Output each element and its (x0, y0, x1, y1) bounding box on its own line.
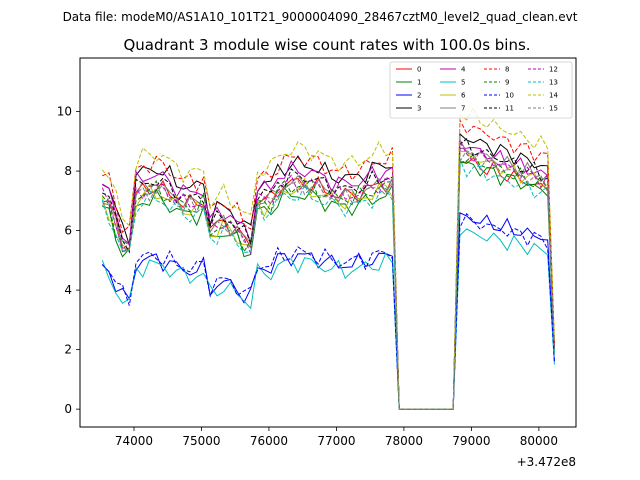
legend-label-11: 11 (505, 105, 514, 113)
legend-label-2: 2 (417, 92, 421, 100)
y-tick-label: 0 (64, 402, 72, 416)
legend-label-1: 1 (417, 79, 421, 87)
y-tick-label: 10 (57, 105, 72, 119)
legend-label-5: 5 (461, 79, 465, 87)
legend-label-3: 3 (417, 105, 421, 113)
series-line-1 (102, 161, 555, 410)
legend-label-14: 14 (549, 92, 558, 100)
legend-label-0: 0 (417, 66, 421, 74)
x-tick-label: 77000 (317, 434, 355, 448)
plot-frame (79, 57, 577, 428)
series-line-10 (101, 212, 555, 410)
y-tick-label: 2 (64, 343, 72, 357)
legend-label-15: 15 (549, 105, 558, 113)
legend-label-9: 9 (505, 79, 509, 87)
series-line-4 (102, 146, 555, 410)
series-line-11 (102, 137, 555, 410)
x-tick-label: 74000 (115, 434, 153, 448)
series-line-3 (102, 132, 555, 410)
legend-label-8: 8 (505, 66, 509, 74)
series-line-2 (101, 212, 555, 410)
x-axis: 74000 75000 76000 77000 78000 79000 80000 (115, 427, 558, 448)
figure-suptitle: Data file: modeM0/AS1A10_101T21_90000040… (63, 10, 578, 24)
x-tick-label: 76000 (250, 434, 288, 448)
x-tick-label: 78000 (385, 434, 423, 448)
legend-label-4: 4 (461, 66, 466, 74)
chart-title: Quadrant 3 module wise count rates with … (123, 36, 530, 54)
legend-label-12: 12 (549, 66, 558, 74)
series-line-9 (101, 153, 555, 410)
series-line-5 (101, 228, 555, 410)
series-line-14 (101, 106, 555, 410)
x-tick-label: 75000 (182, 434, 220, 448)
legend-label-13: 13 (549, 79, 558, 87)
series-line-13 (101, 158, 555, 410)
series-layer (101, 106, 555, 410)
x-offset-label: +3.472e8 (517, 455, 576, 469)
y-axis: 0 2 4 6 8 10 (57, 105, 80, 416)
x-tick-label: 80000 (520, 434, 558, 448)
x-tick-label: 79000 (452, 434, 490, 448)
y-tick-label: 8 (64, 164, 72, 178)
y-tick-label: 4 (64, 283, 72, 297)
series-line-15 (101, 150, 555, 410)
y-tick-label: 6 (64, 224, 72, 238)
legend-label-6: 6 (461, 92, 466, 100)
legend-label-10: 10 (505, 92, 514, 100)
legend-label-7: 7 (461, 105, 465, 113)
series-line-8 (102, 119, 555, 410)
legend-box (389, 61, 573, 119)
